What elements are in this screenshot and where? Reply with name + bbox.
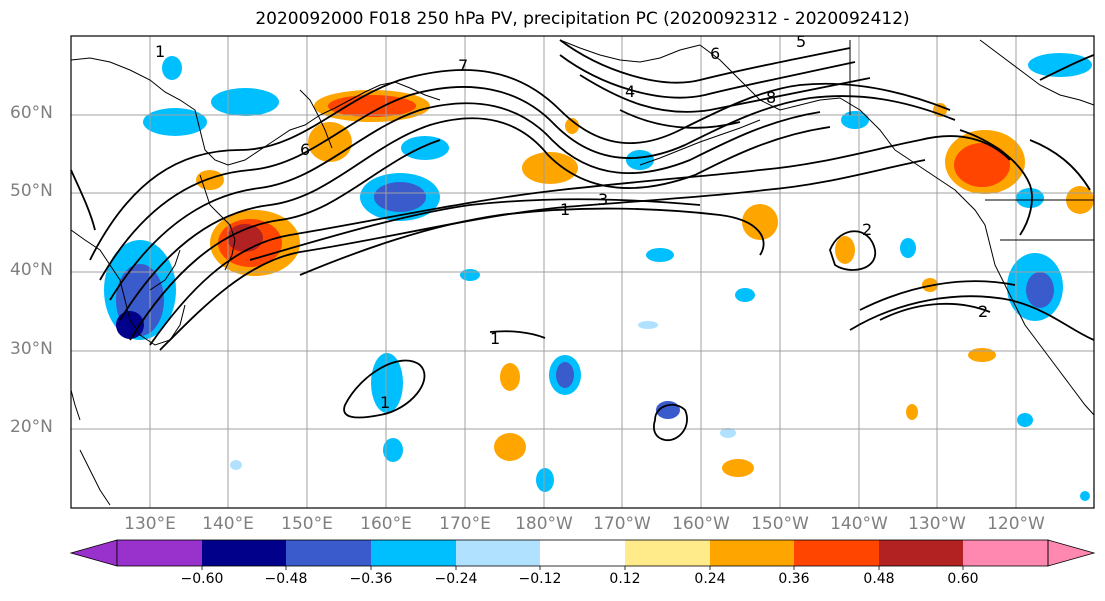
colorbar-extend-high: [1047, 539, 1096, 567]
lat-label-30n: 30°N: [10, 339, 53, 359]
lon-label-150e: 150°E: [281, 514, 333, 534]
lat-label-20n: 20°N: [10, 417, 53, 437]
contour-label: 7: [458, 56, 469, 75]
contour-label: 5: [796, 32, 807, 51]
lat-label-50n: 50°N: [10, 181, 53, 201]
contour-label: 2: [862, 220, 873, 239]
lon-label-170w: 170°W: [593, 514, 651, 534]
contour-label: 3: [598, 190, 609, 209]
contour-label: 1: [155, 42, 166, 61]
lat-label-60n: 60°N: [10, 103, 53, 123]
colorbar-tick-label: 0.12: [609, 571, 641, 587]
colorbar-tick-label: −0.12: [518, 571, 562, 587]
colorbar-tick-label: 0.36: [778, 571, 810, 587]
lon-label-180w: 180°W: [515, 514, 573, 534]
lon-label-140e: 140°E: [202, 514, 254, 534]
colorbar-tick-label: 0.48: [863, 571, 895, 587]
lon-label-120w: 120°W: [987, 514, 1045, 534]
contour-label: 1: [490, 329, 501, 348]
precip-negative-kamchatka: [143, 108, 207, 136]
lat-label-40n: 40°N: [10, 260, 53, 280]
contour-label: 1: [380, 393, 391, 412]
precipitation-shading: [104, 53, 1094, 501]
lon-label-160w: 160°W: [672, 514, 730, 534]
lon-label-150w: 150°W: [751, 514, 809, 534]
contour-label: 1: [560, 200, 571, 219]
lon-label-130e: 130°E: [124, 514, 176, 534]
lon-label-160e: 160°E: [360, 514, 412, 534]
colorbar-tick-label: 0.24: [694, 571, 726, 587]
lon-label-130w: 130°W: [908, 514, 966, 534]
colorbar-tick-label: −0.24: [434, 571, 478, 587]
colorbar-tick-label: 0.60: [947, 571, 979, 587]
lon-label-170e: 170°E: [439, 514, 491, 534]
contour-label: 2: [978, 302, 989, 321]
pv-contours: [70, 39, 1095, 441]
colorbar-tick-label: −0.36: [349, 571, 393, 587]
colorbar: [69, 539, 1096, 570]
graticule: [71, 36, 1094, 508]
lon-label-140w: 140°W: [830, 514, 888, 534]
map-frame: [70, 35, 1095, 509]
contour-label: 6: [710, 44, 721, 63]
contour-label: 6: [300, 140, 311, 159]
contour-label: 4: [625, 82, 636, 101]
colorbar-extend-low: [69, 539, 118, 567]
colorbar-tick-label: −0.48: [264, 571, 308, 587]
colorbar-tick-label: −0.60: [180, 571, 224, 587]
map-title: 2020092000 F018 250 hPa PV, precipitatio…: [255, 9, 910, 29]
contour-label: 8: [766, 88, 777, 107]
